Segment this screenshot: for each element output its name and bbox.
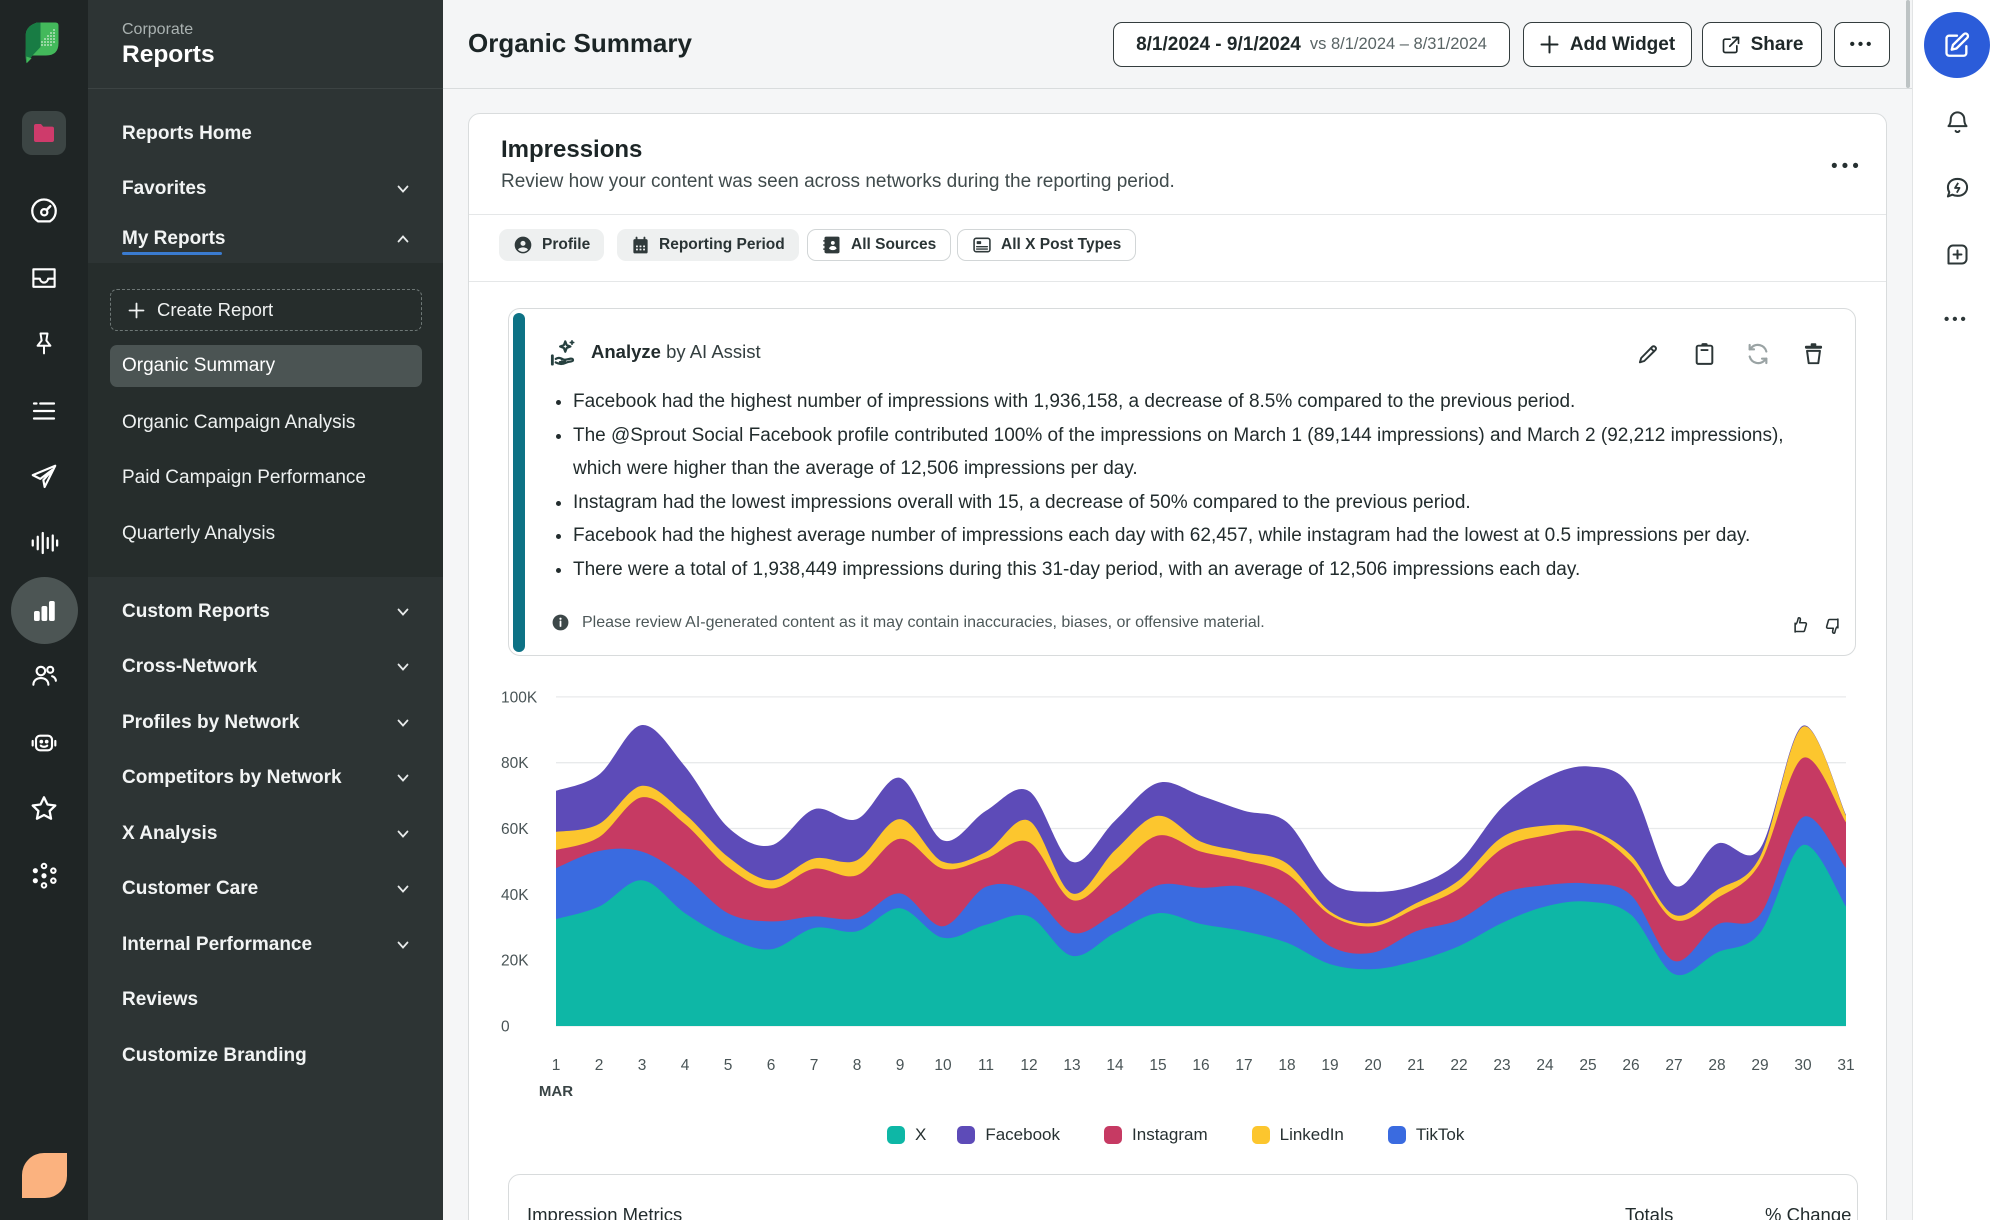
svg-text:40K: 40K (501, 887, 529, 904)
svg-text:17: 17 (1235, 1057, 1252, 1074)
svg-text:9: 9 (896, 1057, 905, 1074)
svg-text:18: 18 (1278, 1057, 1295, 1074)
svg-text:14: 14 (1106, 1057, 1124, 1074)
svg-text:26: 26 (1622, 1057, 1639, 1074)
svg-text:2: 2 (595, 1057, 604, 1074)
svg-text:0: 0 (501, 1019, 510, 1036)
svg-text:7: 7 (810, 1057, 819, 1074)
svg-text:23: 23 (1493, 1057, 1510, 1074)
svg-text:27: 27 (1665, 1057, 1682, 1074)
svg-text:100K: 100K (501, 689, 538, 706)
svg-text:25: 25 (1579, 1057, 1596, 1074)
svg-text:5: 5 (724, 1057, 733, 1074)
svg-text:29: 29 (1751, 1057, 1768, 1074)
svg-text:21: 21 (1407, 1057, 1424, 1074)
svg-text:80K: 80K (501, 755, 529, 772)
svg-text:16: 16 (1192, 1057, 1209, 1074)
svg-text:MAR: MAR (539, 1083, 573, 1100)
svg-text:11: 11 (978, 1057, 994, 1074)
svg-text:12: 12 (1020, 1057, 1037, 1074)
svg-text:3: 3 (638, 1057, 647, 1074)
svg-text:6: 6 (767, 1057, 776, 1074)
svg-text:1: 1 (552, 1057, 561, 1074)
svg-text:20: 20 (1364, 1057, 1382, 1074)
svg-text:22: 22 (1450, 1057, 1467, 1074)
svg-text:60K: 60K (501, 821, 529, 838)
svg-text:24: 24 (1536, 1057, 1554, 1074)
svg-text:4: 4 (681, 1057, 690, 1074)
svg-text:31: 31 (1837, 1057, 1854, 1074)
svg-text:10: 10 (934, 1057, 952, 1074)
svg-text:13: 13 (1063, 1057, 1080, 1074)
svg-text:20K: 20K (501, 953, 529, 970)
svg-text:28: 28 (1708, 1057, 1725, 1074)
svg-text:8: 8 (853, 1057, 862, 1074)
svg-text:30: 30 (1794, 1057, 1812, 1074)
svg-text:19: 19 (1321, 1057, 1338, 1074)
svg-text:15: 15 (1149, 1057, 1166, 1074)
